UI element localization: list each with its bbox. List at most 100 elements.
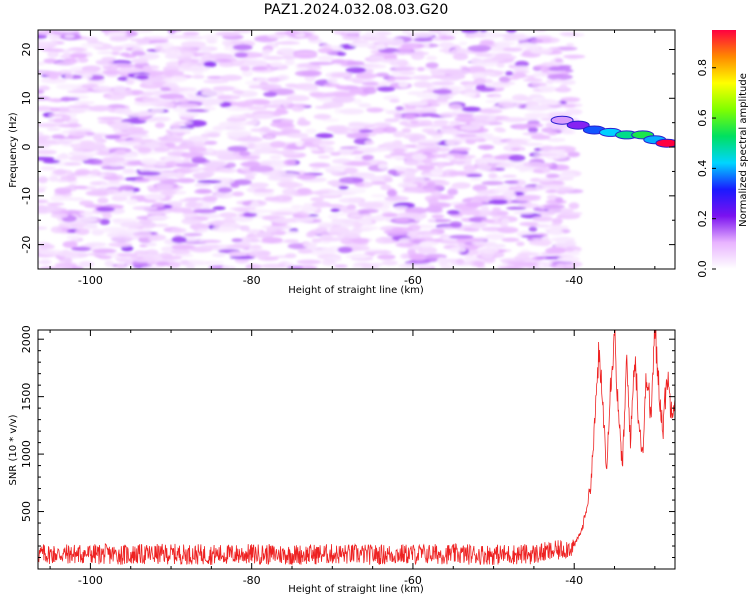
spectrogram-noise-cell: [501, 218, 510, 225]
spectrogram-noise-cell: [474, 164, 496, 168]
spectrogram-noise-cell: [211, 226, 238, 233]
spectrogram-y-tick-label: -10: [20, 187, 33, 205]
spectrogram-noise-cell: [425, 62, 439, 69]
spectrogram-noise-cell: [217, 31, 241, 37]
spectrogram-noise-cell: [185, 109, 210, 113]
spectrogram-noise-cell: [559, 84, 568, 90]
spectrogram-noise-cell: [364, 64, 387, 69]
spectrogram-noise-cell: [219, 212, 238, 219]
spectrogram-noise-cell: [38, 85, 50, 91]
spectrogram-noise-cell: [547, 73, 573, 81]
spectrogram-noise-cell: [434, 146, 451, 153]
spectrogram-noise-cell: [532, 170, 544, 173]
spectrogram-noise-cell: [323, 83, 341, 88]
spectrogram-noise-cell: [139, 92, 155, 96]
spectrogram-noise-cell: [155, 261, 170, 267]
spectrogram-noise-cell: [200, 87, 212, 92]
spectrogram-noise-cell: [56, 250, 79, 257]
spectrogram-x-tick-label: -100: [78, 274, 103, 287]
spectrogram-noise-cell: [494, 55, 517, 60]
spectrogram-noise-cell: [58, 69, 73, 75]
spectrogram-noise-cell: [545, 247, 566, 254]
spectrogram-noise-cell: [415, 143, 425, 149]
spectrogram-noise-cell: [229, 255, 255, 260]
spectrogram-noise-cell: [464, 255, 479, 262]
spectrogram-noise-cell: [440, 263, 453, 269]
spectrogram-noise-cell: [564, 69, 574, 73]
spectrogram-noise-cell: [528, 126, 538, 134]
spectrogram-noise-cell: [202, 34, 220, 41]
spectrogram-noise-cell: [248, 85, 261, 89]
spectrogram-noise-cell: [292, 212, 309, 219]
spectrogram-y-axis-label: Frequency (Hz): [8, 112, 19, 188]
spectrogram-noise-cell: [547, 208, 574, 214]
spectrogram-noise-cell: [175, 103, 199, 108]
snr-y-tick-label: 1500: [20, 383, 33, 411]
spectrogram-noise-cell: [132, 205, 158, 211]
spectrogram-noise-cell: [153, 90, 162, 97]
spectrogram-noise-cell: [265, 209, 278, 213]
spectrogram-noise-cell: [38, 156, 55, 161]
spectrogram-noise-cell: [170, 227, 187, 234]
spectrogram-noise-cell: [362, 81, 378, 86]
spectrogram-noise-cell: [513, 211, 535, 215]
spectrogram-noise-cell: [200, 133, 220, 138]
colorbar-gradient: [712, 30, 736, 269]
spectrogram-noise-cell: [276, 107, 286, 113]
spectrogram-noise-cell: [382, 126, 398, 134]
spectrogram-noise-cell: [473, 77, 486, 85]
spectrogram-noise-cell: [48, 175, 59, 182]
spectrogram-noise-cell: [55, 83, 79, 90]
spectrogram-x-ticks: -100 -80 -60 -40: [49, 30, 656, 287]
spectrogram-noise-cell: [382, 141, 402, 147]
spectrogram-noise-cell: [508, 76, 520, 80]
spectrogram-noise-cell: [330, 152, 341, 156]
spectrogram-noise-cell: [90, 106, 112, 111]
spectrogram-noise-cell: [502, 47, 523, 52]
spectrogram-noise-cell: [411, 53, 425, 60]
spectrogram-noise-cell: [490, 105, 500, 110]
spectrogram-noise-cell: [72, 70, 97, 75]
spectrogram-noise-cell: [97, 197, 109, 204]
spectrogram-noise-cell: [175, 121, 193, 125]
spectrogram-noise-cell: [463, 83, 475, 90]
spectrogram-noise-cell: [159, 47, 181, 55]
spectrogram-noise-cell: [46, 202, 65, 206]
spectrogram-noise-cell: [346, 161, 371, 167]
colorbar-ticks: 0.0 0.2 0.4 0.6 0.8: [696, 59, 716, 278]
spectrogram-noise-cell: [80, 42, 104, 48]
spectrogram-noise-cell: [432, 88, 453, 95]
spectrogram-noise-cell: [346, 204, 357, 210]
spectrogram-noise-cell: [516, 241, 525, 247]
spectrogram-noise-cell: [346, 132, 370, 139]
spectrogram-noise-cell: [243, 59, 267, 67]
spectrogram-noise-cell: [201, 205, 211, 209]
spectrogram-noise-cell: [496, 226, 519, 234]
spectrogram-noise-cell: [531, 82, 547, 87]
spectrogram-noise-cell: [539, 85, 558, 93]
spectrogram-noise-cell: [67, 90, 92, 94]
spectrogram-noise-cell: [430, 168, 444, 176]
spectrogram-noise-cell: [461, 106, 482, 113]
spectrogram-noise-cell: [219, 101, 232, 108]
spectrogram-noise-cell: [68, 130, 88, 137]
spectrogram-noise-cell: [499, 223, 509, 228]
spectrogram-noise-cell: [222, 40, 232, 46]
spectrogram-y-tick-label: 20: [20, 43, 33, 57]
spectrogram-noise-cell: [38, 89, 45, 94]
spectrogram-noise-cell: [143, 80, 153, 86]
spectrogram-noise-cell: [511, 65, 530, 71]
spectrogram-noise-cell: [350, 253, 370, 259]
spectrogram-noise-cell: [116, 263, 125, 269]
spectrogram-noise-cell: [409, 120, 419, 124]
snr-plot-area: [38, 330, 675, 569]
spectrogram-noise-cell: [109, 36, 129, 42]
spectrogram-noise-cell: [382, 260, 398, 266]
spectrogram-noise-cell: [267, 77, 281, 83]
spectrogram-noise-cell: [538, 177, 554, 182]
spectrogram-noise-cell: [308, 61, 335, 66]
spectrogram-noise-cell: [38, 135, 51, 140]
spectrogram-noise-cell: [189, 64, 210, 72]
spectrogram-noise-cell: [180, 260, 190, 266]
spectrogram-noise-cell: [248, 250, 265, 257]
